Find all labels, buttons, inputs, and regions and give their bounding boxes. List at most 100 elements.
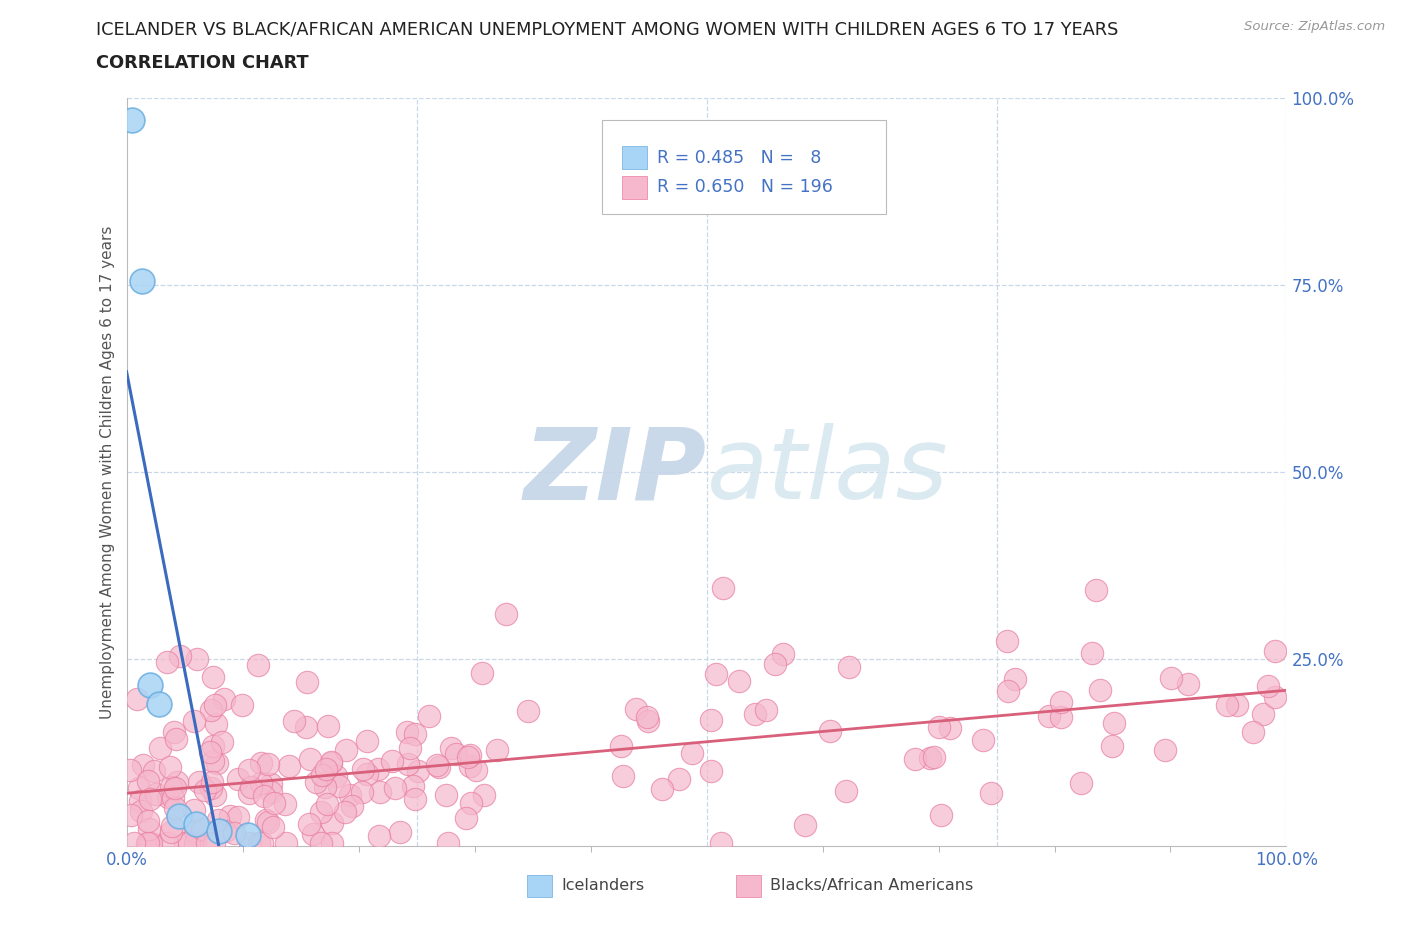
- Point: [131, 273, 153, 288]
- Point: [471, 666, 494, 681]
- Point: [311, 767, 333, 782]
- Text: ICELANDER VS BLACK/AFRICAN AMERICAN UNEMPLOYMENT AMONG WOMEN WITH CHILDREN AGES : ICELANDER VS BLACK/AFRICAN AMERICAN UNEM…: [96, 20, 1118, 38]
- Point: [262, 820, 284, 835]
- Text: Source: ZipAtlas.com: Source: ZipAtlas.com: [1244, 20, 1385, 33]
- Point: [184, 835, 207, 850]
- Point: [139, 835, 162, 850]
- Point: [231, 698, 253, 712]
- Point: [257, 757, 280, 772]
- Point: [260, 777, 283, 792]
- Point: [212, 692, 235, 707]
- Point: [367, 762, 389, 777]
- Point: [321, 755, 343, 770]
- Point: [156, 655, 179, 670]
- Text: R = 0.485   N =   8: R = 0.485 N = 8: [657, 149, 821, 166]
- Point: [160, 779, 183, 794]
- Point: [458, 748, 481, 763]
- Point: [838, 659, 860, 674]
- Point: [321, 816, 343, 830]
- Bar: [735, 875, 761, 897]
- Point: [249, 755, 271, 770]
- Point: [183, 713, 205, 728]
- Point: [128, 780, 150, 795]
- Point: [239, 835, 262, 850]
- Point: [190, 821, 212, 836]
- Point: [704, 667, 727, 682]
- Point: [381, 754, 404, 769]
- Point: [995, 634, 1018, 649]
- Point: [434, 788, 457, 803]
- Point: [626, 701, 648, 716]
- Point: [755, 702, 778, 717]
- Point: [402, 778, 425, 793]
- Point: [247, 835, 270, 850]
- Point: [316, 719, 339, 734]
- Point: [636, 710, 658, 724]
- Point: [772, 646, 794, 661]
- Point: [202, 835, 225, 850]
- Point: [315, 762, 337, 777]
- Point: [437, 835, 460, 850]
- Point: [668, 771, 690, 786]
- Point: [160, 825, 183, 840]
- Point: [127, 691, 149, 706]
- Point: [143, 764, 166, 779]
- Point: [120, 763, 142, 777]
- Point: [129, 804, 152, 818]
- Point: [427, 760, 450, 775]
- Point: [1216, 698, 1239, 712]
- Point: [195, 835, 218, 850]
- Point: [396, 756, 419, 771]
- Bar: [527, 875, 553, 897]
- Point: [169, 649, 191, 664]
- Point: [309, 835, 332, 850]
- Point: [201, 738, 224, 753]
- Point: [226, 810, 249, 825]
- Point: [835, 783, 858, 798]
- Point: [918, 751, 941, 766]
- Point: [931, 808, 953, 823]
- Text: ZIP: ZIP: [523, 423, 707, 521]
- Point: [395, 724, 418, 739]
- Point: [238, 828, 260, 843]
- Point: [138, 791, 160, 806]
- Point: [145, 787, 167, 802]
- Point: [186, 652, 208, 667]
- Point: [1049, 694, 1071, 709]
- Bar: [621, 146, 647, 168]
- Point: [610, 738, 633, 753]
- Point: [314, 779, 336, 794]
- Point: [319, 755, 342, 770]
- Point: [1070, 776, 1092, 790]
- Point: [1004, 671, 1026, 686]
- Point: [250, 776, 273, 790]
- Point: [165, 732, 187, 747]
- Point: [1104, 715, 1126, 730]
- Point: [205, 717, 228, 732]
- Text: atlas: atlas: [707, 423, 948, 521]
- Point: [177, 835, 200, 850]
- Point: [136, 774, 159, 789]
- Point: [1101, 739, 1123, 754]
- Point: [139, 835, 162, 850]
- Point: [1084, 583, 1107, 598]
- Point: [205, 756, 228, 771]
- Point: [160, 819, 183, 834]
- Point: [283, 713, 305, 728]
- Point: [138, 822, 160, 837]
- Point: [122, 835, 145, 850]
- Point: [254, 813, 277, 828]
- Point: [226, 772, 249, 787]
- Point: [440, 740, 463, 755]
- Point: [700, 764, 723, 778]
- Point: [709, 835, 731, 850]
- Y-axis label: Unemployment Among Women with Children Ages 6 to 17 years: Unemployment Among Women with Children A…: [100, 225, 115, 719]
- Point: [252, 835, 274, 850]
- Point: [472, 788, 495, 803]
- Point: [201, 775, 224, 790]
- Point: [202, 753, 225, 768]
- Point: [980, 786, 1002, 801]
- Point: [316, 796, 339, 811]
- Point: [295, 675, 318, 690]
- Point: [1241, 724, 1264, 739]
